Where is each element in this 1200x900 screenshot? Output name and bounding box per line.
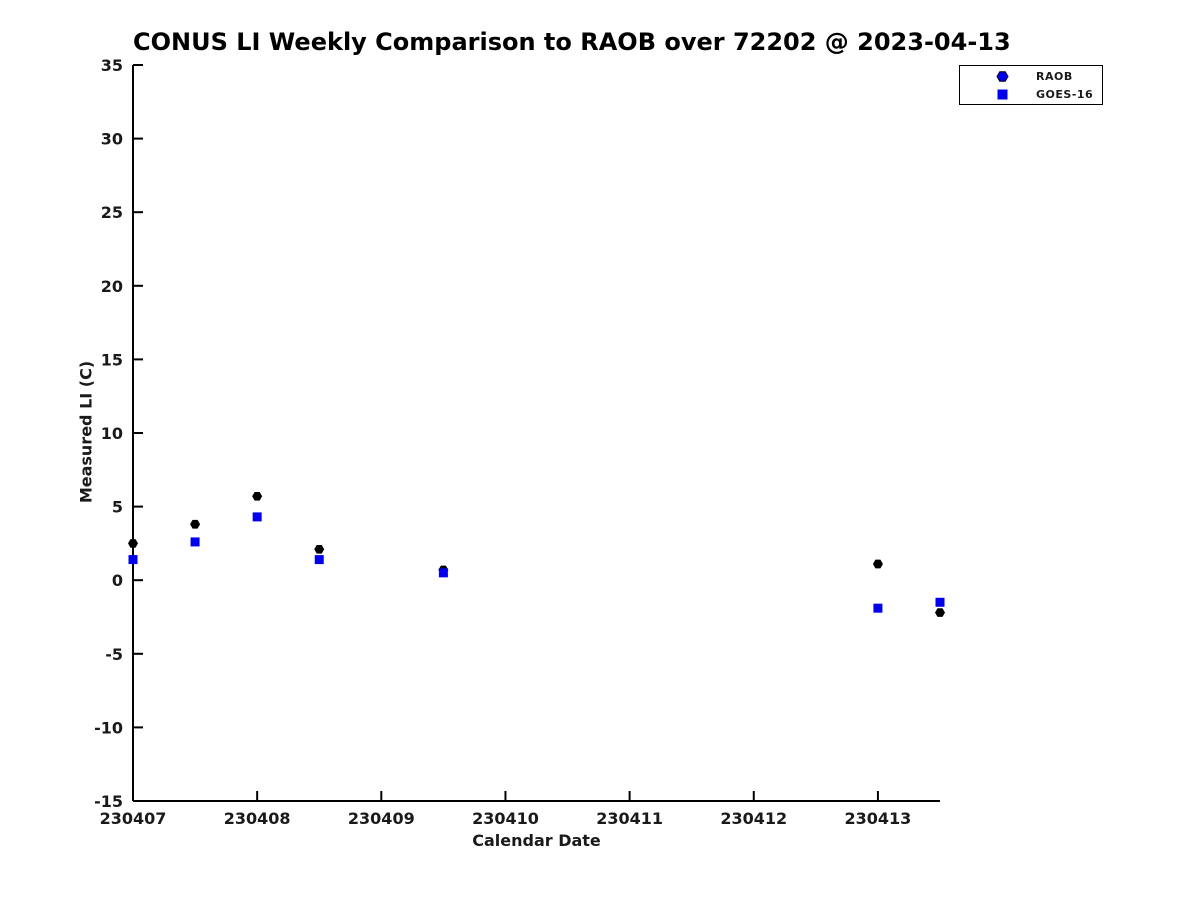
y-tick-label: 20 [101,277,123,296]
raob-data-point [314,544,325,554]
goes-16-data-point [190,537,200,547]
goes-16-data-point [438,568,448,578]
raob-data-point [190,519,201,529]
raob-data-point [128,539,138,548]
y-tick-label: 0 [112,571,123,590]
y-tick-label: -15 [94,792,123,811]
legend-label-goes16: GOES-16 [1036,87,1094,101]
x-axis-label: Calendar Date [472,831,601,850]
goes-16-data-point [935,597,945,607]
goes-16-data-point [314,555,324,565]
y-tick-label: 35 [101,56,123,75]
x-tick-label: 230407 [100,809,167,828]
legend-label-raob: RAOB [1036,69,1073,83]
y-tick-label: 25 [101,203,123,222]
y-tick-label: 5 [112,498,123,517]
goes-16-data-point [252,512,262,522]
x-tick-label: 230413 [845,809,912,828]
y-tick-label: -5 [105,645,123,664]
x-tick-label: 230409 [348,809,415,828]
legend-item-raob: RAOB [960,68,1102,84]
y-tick-label: 15 [101,350,123,369]
legend-item-goes16: GOES-16 [960,86,1102,102]
x-tick-label: 230411 [596,809,663,828]
chart-title: CONUS LI Weekly Comparison to RAOB over … [133,28,1011,56]
y-tick-label: -10 [94,718,123,737]
raob-data-point [935,608,945,617]
y-tick-label: 30 [101,130,123,149]
y-tick-label: 10 [101,424,123,443]
raob-data-point [872,559,883,569]
goes16-square-marker-icon [996,88,1009,101]
x-tick-label: 230408 [224,809,291,828]
raob-hexagon-marker-icon [996,70,1009,83]
x-tick-label: 230410 [472,809,539,828]
raob-data-point [252,491,263,501]
goes-16-data-point [873,603,883,613]
legend: RAOB GOES-16 [959,65,1103,105]
x-tick-label: 230412 [720,809,787,828]
goes-16-data-point [128,555,138,565]
